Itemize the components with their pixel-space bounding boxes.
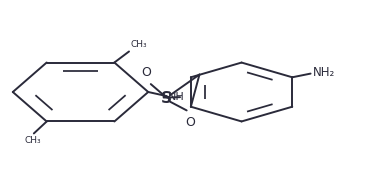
Text: CH₃: CH₃ <box>25 136 41 145</box>
Text: O: O <box>186 116 195 129</box>
Text: O: O <box>142 66 151 79</box>
Text: NH₂: NH₂ <box>313 66 335 79</box>
Text: CH₃: CH₃ <box>131 40 147 49</box>
Text: NH: NH <box>168 92 185 102</box>
Text: S: S <box>161 91 172 106</box>
